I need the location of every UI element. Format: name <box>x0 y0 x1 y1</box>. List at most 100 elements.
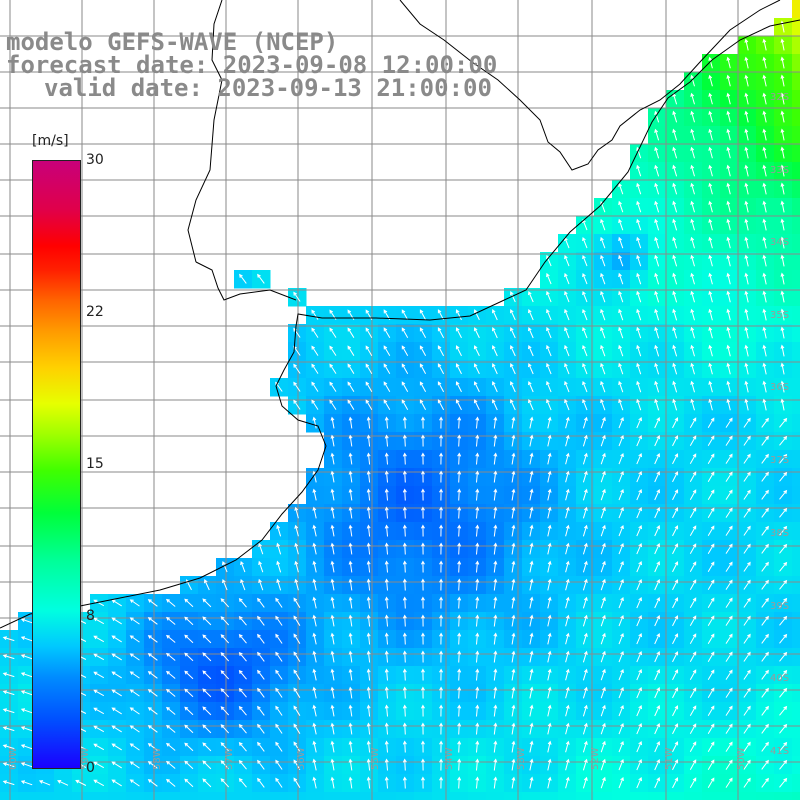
wind-arrow <box>565 542 570 555</box>
wind-arrow <box>689 669 697 681</box>
wind-arrow <box>654 272 660 285</box>
wind-arrow <box>330 722 335 735</box>
wind-arrow <box>707 615 715 626</box>
wind-arrow <box>184 724 194 734</box>
wind-arrow <box>147 761 158 769</box>
legend-tick-30: 30 <box>86 152 104 168</box>
wind-arrow <box>511 650 516 663</box>
wind-arrow <box>330 560 335 573</box>
wind-arrow <box>762 74 767 87</box>
wind-arrow <box>384 596 389 609</box>
wind-cell <box>558 792 577 800</box>
wind-arrow <box>510 291 516 303</box>
wind-arrow <box>493 470 498 483</box>
wind-arrow <box>600 650 606 663</box>
wind-arrow <box>565 434 570 447</box>
wind-arrow <box>689 633 697 645</box>
wind-arrow <box>762 254 767 267</box>
wind-arrow <box>129 779 140 787</box>
wind-arrow <box>636 596 642 609</box>
wind-arrow <box>402 722 407 735</box>
wind-arrow <box>293 291 301 302</box>
wind-arrow <box>275 759 283 770</box>
wind-arrow <box>547 758 552 771</box>
wind-arrow <box>93 779 105 787</box>
wind-arrow <box>707 453 715 464</box>
wind-arrow <box>475 452 480 465</box>
wind-arrow <box>147 653 158 661</box>
wind-arrow <box>330 488 335 501</box>
wind-arrow <box>475 614 480 627</box>
wind-arrow <box>129 725 140 733</box>
wind-arrow <box>690 290 695 303</box>
wind-arrow <box>294 506 299 519</box>
wind-arrow <box>761 579 769 590</box>
wind-arrow <box>762 200 767 213</box>
wind-arrow <box>294 560 299 573</box>
wind-arrow <box>439 722 444 735</box>
wind-arrow <box>2 780 15 786</box>
wind-arrow <box>744 200 749 213</box>
wind-arrow <box>457 560 462 573</box>
wind-arrow <box>184 688 194 698</box>
wind-arrow <box>600 632 606 645</box>
wind-arrow <box>529 488 534 501</box>
wind-arrow <box>384 560 389 573</box>
wind-arrow <box>348 488 353 501</box>
longitude-label: 51W <box>664 747 675 770</box>
wind-arrow <box>743 705 751 716</box>
wind-arrow <box>437 345 445 357</box>
wind-arrow <box>565 704 570 717</box>
wind-arrow <box>564 326 570 339</box>
wind-arrow <box>202 706 212 716</box>
wind-arrow <box>761 507 769 518</box>
wind-arrow <box>779 759 788 770</box>
wind-arrow <box>565 560 570 573</box>
wind-arrow <box>654 543 660 555</box>
wind-arrow <box>654 453 660 465</box>
wind-arrow <box>600 434 606 447</box>
wind-arrow <box>348 758 353 771</box>
wind-arrow <box>402 452 407 465</box>
wind-arrow <box>329 327 337 338</box>
wind-cell <box>792 324 800 343</box>
wind-arrow <box>329 399 337 410</box>
wind-arrow <box>672 633 679 645</box>
wind-arrow <box>725 597 733 608</box>
wind-arrow <box>402 686 407 699</box>
longitude-label: 57W <box>224 747 235 770</box>
wind-arrow <box>547 452 552 465</box>
wind-arrow <box>293 687 301 698</box>
wind-arrow <box>726 146 731 159</box>
wind-arrow <box>402 668 407 681</box>
wind-arrow <box>725 651 733 662</box>
longitude-label: 53W <box>516 747 527 770</box>
wind-arrow <box>475 596 480 609</box>
wind-arrow <box>582 506 588 519</box>
latitude-labels: 32S 33S 34S 35S 36S 37S 38S 39S 40S 41S <box>770 92 789 757</box>
wind-cell <box>108 792 127 800</box>
wind-arrow <box>312 740 317 753</box>
wind-arrow <box>238 724 247 734</box>
wind-arrow <box>330 650 335 663</box>
wind-arrow <box>240 560 246 573</box>
wind-arrow <box>220 688 230 698</box>
wind-arrow <box>725 471 733 482</box>
wind-arrow <box>618 578 624 591</box>
wind-arrow <box>20 690 33 696</box>
wind-arrow <box>401 309 409 321</box>
wind-arrow <box>547 506 552 519</box>
wind-arrow <box>238 778 247 788</box>
wind-arrow <box>707 561 715 572</box>
wind-arrow <box>707 633 715 644</box>
wind-arrow <box>547 578 552 591</box>
wind-arrow <box>457 578 462 591</box>
wind-arrow <box>761 525 769 536</box>
wind-arrow <box>689 687 697 699</box>
wind-arrow <box>726 92 731 105</box>
wind-arrow <box>618 416 624 429</box>
wind-arrow <box>600 614 606 627</box>
wind-arrow <box>582 686 588 699</box>
longitude-label: 58W <box>152 747 163 770</box>
wind-arrow <box>743 471 751 482</box>
